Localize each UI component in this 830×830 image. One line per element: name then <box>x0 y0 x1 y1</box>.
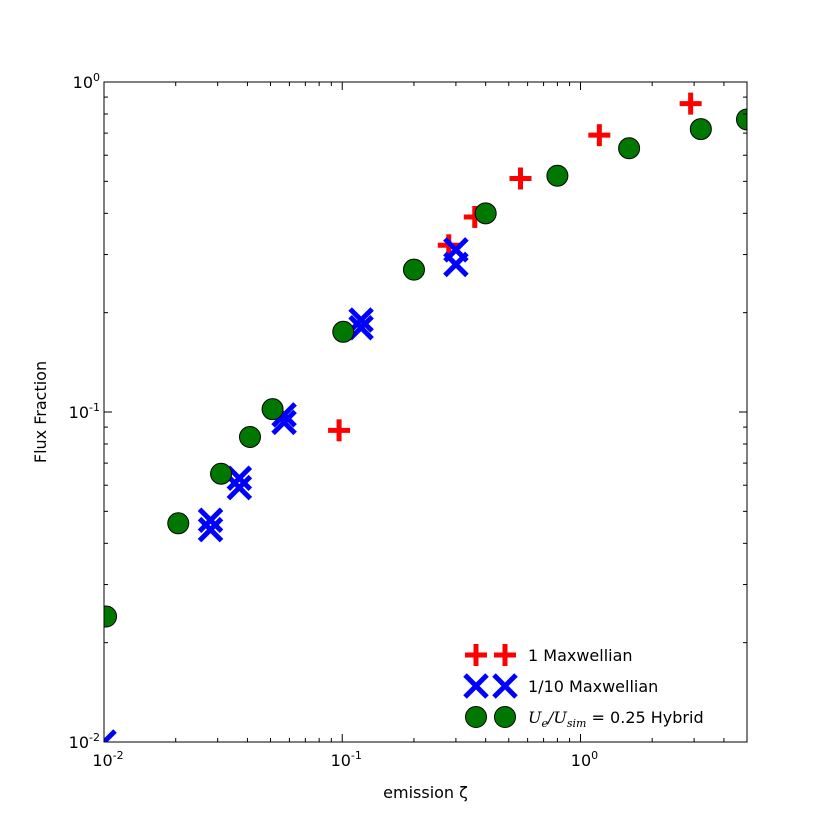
x-tick-label: 10-2 <box>92 749 123 770</box>
hybrid-point <box>261 398 284 421</box>
hybrid-point <box>210 462 233 485</box>
maxwellian-1-point <box>509 167 532 190</box>
maxwellian-1-10-point <box>197 507 224 533</box>
axis-tick-labels: 10-2 10-1 100 10-2 10-1 100 <box>69 71 598 770</box>
y-tick-label: 10-2 <box>69 731 100 752</box>
legend-marker <box>494 706 516 728</box>
hybrid-point <box>546 164 569 187</box>
legend-label-1-maxwellian: 1 Maxwellian <box>528 646 633 665</box>
maxwellian-1-10-point <box>348 314 374 341</box>
maxwellian-1-10-point <box>348 307 374 333</box>
maxwellian-1-point <box>679 92 702 115</box>
hybrid-point <box>618 137 641 160</box>
y-tick-label: 10-1 <box>69 401 100 422</box>
hybrid-point <box>167 512 190 535</box>
x-tick-label: 10-1 <box>331 749 362 770</box>
hybrid-point <box>104 605 118 628</box>
legend-math-ratio: U <box>528 708 542 727</box>
maxwellian-1-10-point <box>443 237 469 263</box>
axis-ticks <box>103 81 748 743</box>
legend-math-slash: /U <box>546 708 567 727</box>
legend-marker <box>494 644 516 666</box>
x-tick-label: 100 <box>571 749 598 770</box>
hybrid-point <box>402 258 425 281</box>
maxwellian-1-10-point <box>197 516 224 543</box>
hybrid-point <box>474 202 497 225</box>
legend-math-sub-sim: sim <box>567 717 587 730</box>
legend-label-hybrid: Ue/Usim = 0.25 Hybrid <box>528 708 704 730</box>
legend-marker <box>465 706 487 728</box>
legend-marker <box>492 673 518 699</box>
x-axis-label: emission ζ <box>383 783 468 802</box>
maxwellian-1-point <box>328 419 351 442</box>
maxwellian-1-10-point <box>104 729 117 742</box>
maxwellian-1-point <box>588 124 611 147</box>
hybrid-point <box>689 118 712 141</box>
maxwellian-1-10-point <box>226 465 253 491</box>
legend-hybrid-text: = 0.25 Hybrid <box>586 708 703 727</box>
y-tick-label: 100 <box>73 71 100 92</box>
legend-marker <box>463 673 489 699</box>
plot-area <box>104 92 747 742</box>
maxwellian-1-10-point <box>226 474 253 501</box>
hybrid-point <box>238 425 261 448</box>
legend-math-sub-e: e <box>541 717 548 730</box>
y-axis-label: Flux Fraction <box>31 361 50 463</box>
legend: 1 Maxwellian 1/10 Maxwellian Ue/Usim = 0… <box>463 644 704 730</box>
legend-markers <box>463 644 518 728</box>
legend-label-1-10-maxwellian: 1/10 Maxwellian <box>528 677 658 696</box>
legend-marker <box>465 644 487 666</box>
hybrid-point <box>332 320 355 343</box>
